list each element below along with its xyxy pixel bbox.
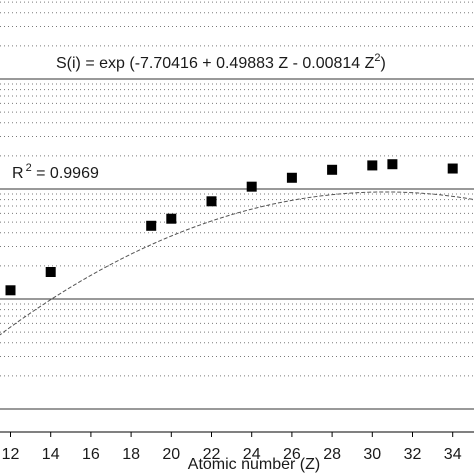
x-tick-label: 34 [444, 446, 462, 463]
x-axis-label: Atomic number (Z) [188, 456, 320, 473]
x-tick-label: 20 [162, 446, 180, 463]
data-point [166, 213, 177, 224]
fit-equation-exponent: 2 [374, 52, 380, 64]
x-tick-label: 24 [243, 446, 261, 463]
data-point [246, 181, 257, 192]
data-point [286, 172, 297, 183]
x-tick-label: 26 [283, 446, 301, 463]
x-tick-label: 18 [122, 446, 140, 463]
fit-equation-main: S(i) = exp (-7.70416 + 0.49883 Z - 0.008… [56, 55, 375, 72]
x-tick-label: 12 [2, 446, 20, 463]
data-point [367, 160, 378, 171]
fit-equation-close: ) [381, 55, 386, 72]
data-point [387, 159, 398, 170]
x-tick-label: 16 [82, 446, 100, 463]
data-point [206, 196, 217, 207]
data-point [45, 266, 56, 277]
fit-equation: S(i) = exp (-7.70416 + 0.49883 Z - 0.008… [56, 52, 386, 72]
data-points [5, 159, 458, 296]
data-point [5, 285, 16, 296]
x-tick-label: 22 [203, 446, 221, 463]
gridlines [0, 1, 474, 410]
x-tick-label: 32 [404, 446, 422, 463]
r-squared-value: = 0.9969 [32, 165, 99, 182]
r-squared-exponent: 2 [26, 162, 32, 174]
data-point [146, 220, 157, 231]
x-tick-label: 30 [363, 446, 381, 463]
x-tick-label: 28 [323, 446, 341, 463]
x-ticks: 1214161820222426283032343638 [2, 432, 462, 463]
fit-curve [0, 191, 474, 336]
data-point [447, 163, 458, 174]
x-tick-label: 14 [42, 446, 60, 463]
r-squared-symbol: R [12, 165, 24, 182]
data-point [327, 164, 338, 175]
